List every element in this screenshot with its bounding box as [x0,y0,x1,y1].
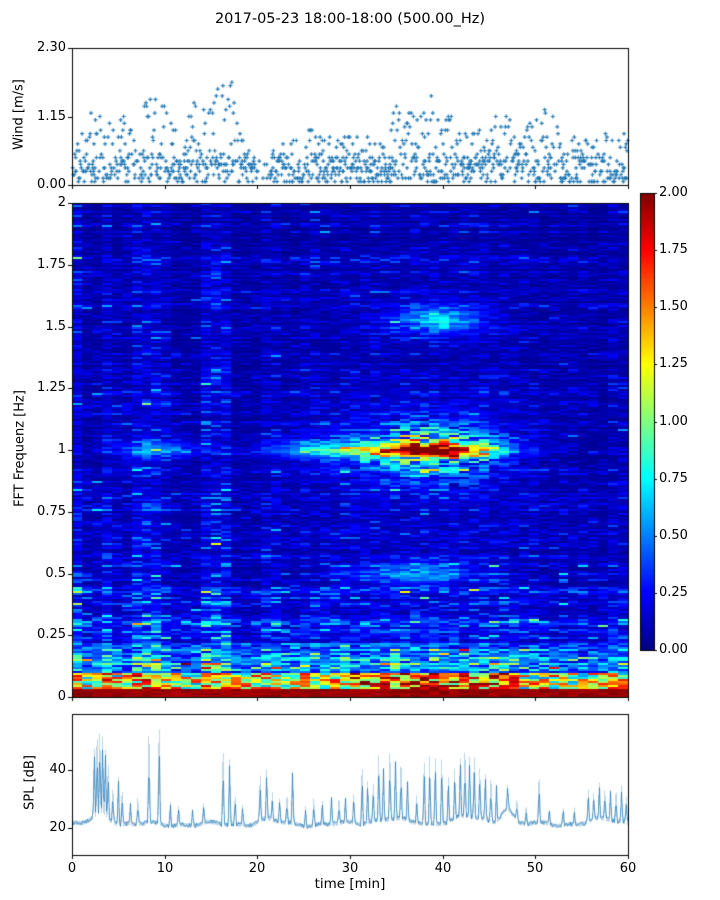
time-xtick-label: 10 [156,861,174,876]
time-xtick-label: 20 [248,861,266,876]
spl-ytick-label: 20 [49,820,66,835]
spl-ytick-label: 40 [49,762,66,777]
fft-ytick-label: 1.25 [37,380,66,395]
fft-ytick-label: 0 [57,689,66,704]
chart-title: 2017-05-23 18:00-18:00 (500.00_Hz) [214,11,486,27]
wind-ytick-label: 2.30 [37,40,66,55]
fft-ytick-label: 1 [57,442,66,457]
colorbar-tick-label: 0.25 [659,585,688,600]
time-axis-label: time [min] [314,876,386,892]
colorbar-tick-label: 0.75 [659,471,688,486]
colorbar-tick-label: 0.00 [659,642,688,657]
colorbar-tick-label: 1.75 [659,242,688,257]
wind-ytick-label: 1.15 [37,109,66,124]
time-xtick-label: 0 [67,861,77,876]
time-xtick-label: 60 [619,861,637,876]
fft-ytick-label: 0.5 [45,566,66,581]
fft-ytick-label: 0.25 [37,627,66,642]
spl-axis-label: SPL [dB] [22,755,38,810]
fft-ytick-label: 2 [57,195,66,210]
colorbar-tick-label: 2.00 [659,185,688,200]
fft-ytick-label: 0.75 [37,504,66,519]
colorbar-tick-label: 1.50 [659,299,688,314]
wind-ytick-label: 0.00 [37,177,66,192]
time-xtick-label: 30 [341,861,359,876]
colorbar-tick-label: 1.00 [659,414,688,429]
colorbar-tick-label: 0.50 [659,528,688,543]
time-xtick-label: 50 [526,861,544,876]
fft-ytick-label: 1.5 [45,319,66,334]
time-xtick-label: 40 [434,861,452,876]
fft-ytick-label: 1.75 [37,257,66,272]
colorbar-tick-label: 1.25 [659,356,688,371]
